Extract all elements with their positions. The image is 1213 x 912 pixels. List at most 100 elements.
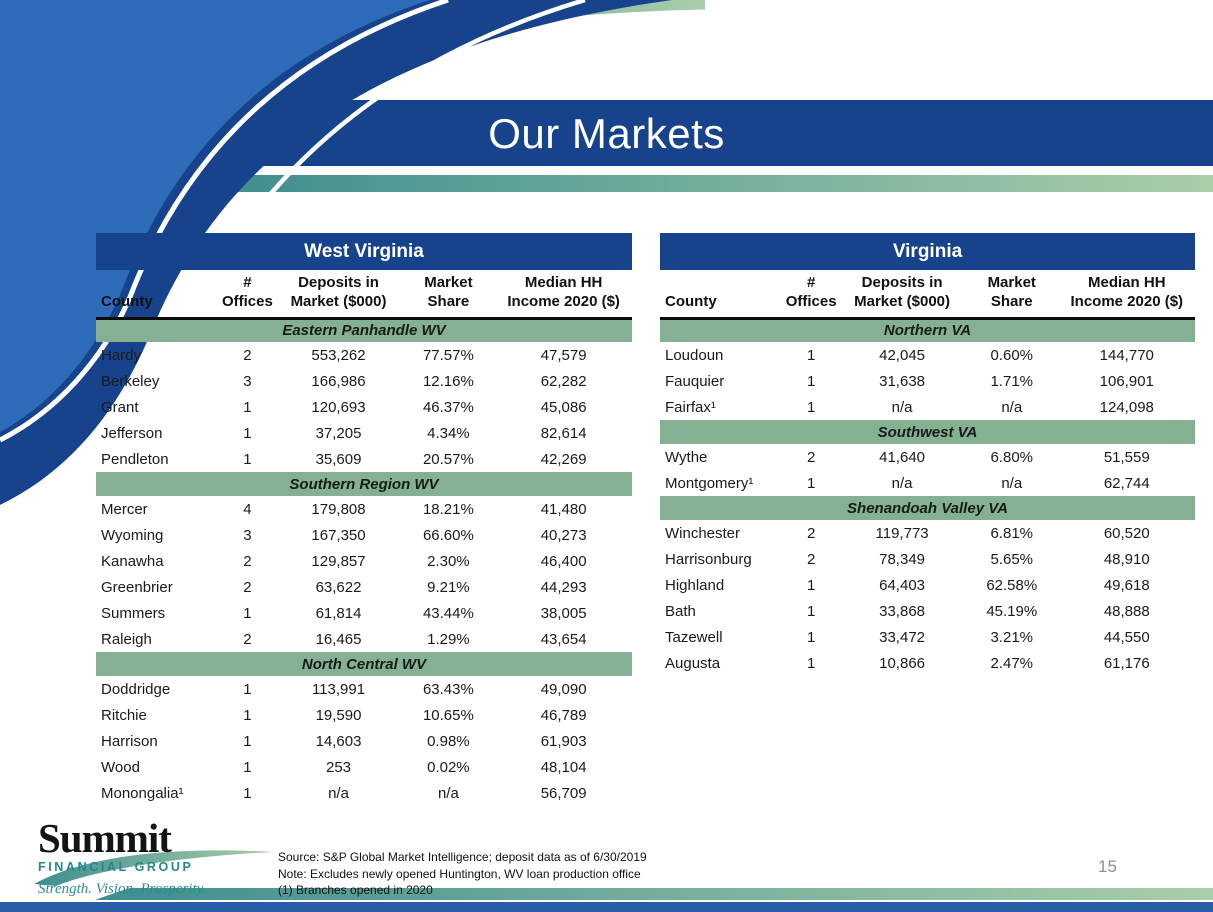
cell: Harrison — [101, 732, 158, 750]
section-label: Southern Region WV — [96, 472, 632, 496]
cell: 10,866 — [879, 654, 926, 672]
cell: 62.58% — [986, 576, 1038, 594]
cell: Monongalia¹ — [101, 784, 184, 802]
cell: 2 — [806, 448, 816, 466]
table-row: Harrison 1 14,603 0.98% 61,903 — [96, 728, 632, 754]
cell: Highland — [665, 576, 725, 594]
table-virginia: Virginia County # Offices Deposits in Marke… — [660, 233, 1195, 676]
cell: 63,622 — [315, 578, 362, 596]
cell: 1 — [243, 784, 252, 802]
section-row: Southern Region WV — [96, 472, 632, 496]
cell: Wyoming — [101, 526, 164, 544]
page-number: 15 — [1098, 857, 1117, 876]
cell: 43.44% — [422, 604, 474, 622]
cell: 49,090 — [540, 680, 587, 698]
table-row: Greenbrier 2 63,622 9.21% 44,293 — [96, 574, 632, 600]
table-row: Highland 1 64,403 62.58% 49,618 — [660, 572, 1195, 598]
cell: 1 — [806, 398, 816, 416]
column-header: Median HH Income 2020 ($) — [495, 270, 632, 320]
cell: 1 — [806, 576, 816, 594]
cell: 46,400 — [540, 552, 587, 570]
cell: Bath — [665, 602, 696, 620]
cell: 5.65% — [990, 550, 1034, 568]
column-header: Deposits in Market ($000) — [839, 270, 965, 320]
cell: 62,744 — [1103, 474, 1150, 492]
column-header-row: County # Offices Deposits in Market ($000)… — [660, 270, 1195, 320]
cell: 1 — [806, 372, 816, 390]
section-row: Eastern Panhandle WV — [96, 318, 632, 342]
cell: 33,472 — [879, 628, 926, 646]
cell: 64,403 — [879, 576, 926, 594]
cell: 45.19% — [986, 602, 1038, 620]
cell: n/a — [891, 474, 913, 492]
column-header: Market Share — [964, 270, 1059, 320]
footnotes: Source: S&P Global Market Intelligence; … — [278, 849, 647, 899]
cell: 179,808 — [311, 500, 366, 518]
cell: Raleigh — [101, 630, 152, 648]
cell: 1 — [243, 398, 252, 416]
cell: 2 — [243, 630, 252, 648]
cell: 48,888 — [1103, 602, 1150, 620]
cell: 19,590 — [315, 706, 362, 724]
table-row: Augusta 1 10,866 2.47% 61,176 — [660, 650, 1195, 676]
logo-tagline: Strength. Vision. Prosperity. — [38, 881, 207, 897]
cell: 0.02% — [427, 758, 470, 776]
cell: 48,104 — [540, 758, 587, 776]
cell: 37,205 — [315, 424, 362, 442]
table-row: Ritchie 1 19,590 10.65% 46,789 — [96, 702, 632, 728]
footnote-line: Source: S&P Global Market Intelligence; … — [278, 850, 647, 864]
cell: 2.30% — [427, 552, 470, 570]
section-row: Northern VA — [660, 318, 1195, 342]
cell: 167,350 — [311, 526, 366, 544]
section-label: Northern VA — [660, 318, 1195, 342]
market-table: County # Offices Deposits in Market ($000)… — [660, 270, 1195, 676]
cell: 3 — [243, 526, 252, 544]
cell: 2 — [806, 550, 816, 568]
cell: 42,269 — [540, 450, 587, 468]
summit-logo: Summit FINANCIAL GROUP Strength. Vision.… — [34, 815, 278, 898]
section-label: Eastern Panhandle WV — [96, 318, 632, 342]
section-row: Shenandoah Valley VA — [660, 496, 1195, 520]
table-row: Bath 1 33,868 45.19% 48,888 — [660, 598, 1195, 624]
cell: 1 — [243, 424, 252, 442]
cell: 16,465 — [315, 630, 362, 648]
cell: Wood — [101, 758, 140, 776]
cell: 4.34% — [427, 424, 470, 442]
cell: 4 — [243, 500, 252, 518]
table-title: West Virginia — [96, 233, 632, 270]
table-row: Jefferson 1 37,205 4.34% 82,614 — [96, 420, 632, 446]
market-table: County # Offices Deposits in Market ($000)… — [96, 270, 632, 806]
cell: 14,603 — [315, 732, 362, 750]
cell: Wythe — [665, 448, 708, 466]
table-row: Berkeley 3 166,986 12.16% 62,282 — [96, 368, 632, 394]
cell: 1 — [243, 732, 252, 750]
cell: 1 — [243, 706, 252, 724]
cell: 66.60% — [422, 526, 474, 544]
table-row: Loudoun 1 42,045 0.60% 144,770 — [660, 342, 1195, 368]
column-header: Deposits in Market ($000) — [275, 270, 402, 320]
cell: n/a — [891, 398, 913, 416]
logo-wordmark: Summit — [38, 815, 172, 861]
cell: 38,005 — [540, 604, 587, 622]
cell: 0.98% — [427, 732, 470, 750]
table-row: Doddridge 1 113,991 63.43% 49,090 — [96, 676, 632, 702]
cell: Summers — [101, 604, 166, 622]
table-row: Pendleton 1 35,609 20.57% 42,269 — [96, 446, 632, 472]
cell: 9.21% — [427, 578, 470, 596]
logo-subtitle: FINANCIAL GROUP — [38, 860, 194, 874]
column-header: # Offices — [783, 270, 840, 320]
cell: n/a — [1001, 474, 1023, 492]
cell: 10.65% — [422, 706, 474, 724]
cell: 1.71% — [990, 372, 1034, 390]
table-row: Wythe 2 41,640 6.80% 51,559 — [660, 444, 1195, 470]
cell: Hardy — [101, 346, 142, 364]
column-header: County — [96, 270, 220, 320]
cell: 3 — [243, 372, 252, 390]
cell: 3.21% — [990, 628, 1034, 646]
cell: 1 — [243, 680, 252, 698]
cell: Kanawha — [101, 552, 164, 570]
footnote-line: (1) Branches opened in 2020 — [278, 883, 433, 897]
cell: 82,614 — [540, 424, 587, 442]
table-row: Mercer 4 179,808 18.21% 41,480 — [96, 496, 632, 522]
